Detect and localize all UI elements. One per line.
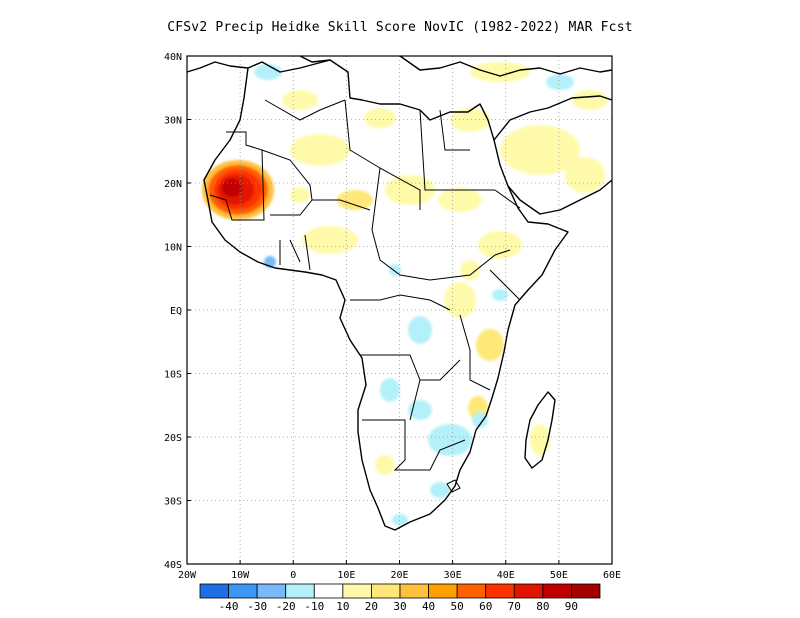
colorbar-label: -30 [247,600,267,613]
lat-tick-label: 20N [164,179,182,190]
map-title: CFSv2 Precip Heidke Skill Score NovIC (1… [167,20,633,35]
colorbar-label: 20 [365,600,378,613]
colorbar-label: -40 [219,600,239,613]
colorbar: -40 -30 -20 -10 10 20 30 40 50 60 70 80 90 [199,583,601,613]
madagascar-coastline [524,391,556,469]
colorbar-label: 40 [422,600,435,613]
lat-tick-label: 30S [164,497,182,508]
colorbar-swatch [256,583,287,599]
colorbar-swatch [228,583,258,599]
lat-tick-label: 40N [164,52,182,63]
colorbar-label: 90 [565,600,578,613]
shading-yellow-patches [282,62,608,475]
colorbar-label: -10 [304,600,324,613]
colorbar-swatch [199,583,229,599]
colorbar-swatch [571,583,601,599]
colorbar-swatch [342,583,372,599]
colorbar-label: 30 [393,600,406,613]
colorbar-swatch [285,583,315,599]
colorbar-swatch [399,583,429,599]
lat-tick-label: 40S [164,560,182,571]
colorbar-swatch [485,583,515,599]
gridlines [187,56,612,564]
coastlines [186,55,613,531]
colorbar-swatch [428,583,458,599]
lat-tick-label: 30N [164,116,182,127]
africa-coastline [203,59,569,531]
shading-blue-patches [254,64,574,526]
colorbar-swatch [371,583,401,599]
arabia-coastline [493,95,613,215]
latitude-labels: 40N 30N 20N 10N EQ 10S 20S 30S 40S [164,52,191,571]
country-borders [209,99,521,493]
lon-tick-label: 30E [444,570,462,581]
lat-tick-label: 10S [164,370,182,381]
europe-coastline [186,55,613,77]
lat-tick-label: 20S [164,433,182,444]
colorbar-label: 70 [508,600,521,613]
lon-tick-label: 10W [231,570,250,581]
skill-shading [202,62,608,526]
colorbar-swatch [513,583,544,599]
colorbar-label: 10 [336,600,349,613]
lon-tick-label: 20W [178,570,197,581]
lat-tick-label: 10N [164,243,182,254]
colorbar-label: -20 [276,600,296,613]
colorbar-label: 60 [479,600,492,613]
colorbar-swatch [542,583,572,599]
lon-tick-label: 10E [337,570,355,581]
colorbar-label: 50 [451,600,464,613]
lon-tick-label: 40E [497,570,515,581]
colorbar-swatch [456,583,487,599]
longitude-labels: 20W 10W 0 10E 20E 30E 40E 50E 60E [178,560,621,581]
lon-tick-label: 20E [390,570,408,581]
lon-tick-label: 60E [603,570,621,581]
colorbar-label: 80 [536,600,549,613]
lon-tick-label: 0 [290,570,296,581]
colorbar-swatch [313,583,344,599]
lon-tick-label: 50E [550,570,568,581]
lat-tick-label: EQ [170,306,182,317]
